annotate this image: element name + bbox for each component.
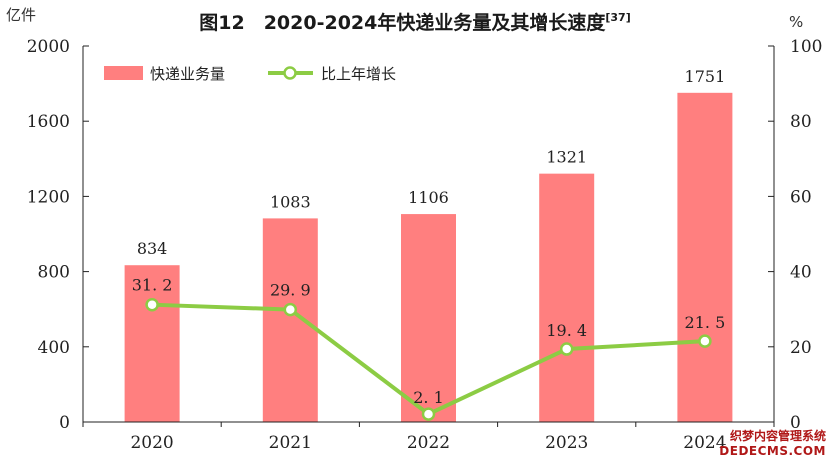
bar: [677, 92, 733, 422]
bar-value-label: 1106: [408, 188, 449, 207]
right-tick-label: 40: [790, 263, 812, 283]
x-tick-label: 2020: [130, 433, 173, 453]
right-tick-label: 100: [790, 37, 822, 57]
bar: [262, 218, 318, 422]
left-tick-label: 2000: [27, 37, 70, 57]
bar-value-label: 834: [137, 239, 168, 258]
legend-line-marker: [283, 66, 297, 80]
bar: [539, 173, 595, 422]
left-tick-label: 1600: [27, 112, 70, 132]
legend: 快递业务量 比上年增长: [104, 65, 396, 83]
legend-bar-label: 快递业务量: [150, 65, 225, 83]
left-axis-unit: 亿件: [6, 6, 36, 24]
bar-value-label: 1083: [270, 192, 311, 211]
legend-line-label: 比上年增长: [321, 65, 396, 83]
left-tick-label: 0: [59, 413, 70, 433]
chart-title-note: [37]: [605, 11, 630, 24]
right-tick-label: 60: [790, 187, 812, 207]
growth-value-label: 31. 2: [132, 276, 173, 295]
growth-point: [559, 342, 574, 356]
growth-point: [283, 302, 298, 317]
x-tick-label: 2021: [269, 433, 312, 453]
plot-area: 834 1083 1106 1321 1751 0 400 800 1200 1600 2000 0 2…: [27, 37, 823, 453]
bar-value-label: 1321: [546, 148, 587, 167]
watermark: 织梦内容管理系统 DEDECMS.COM: [719, 429, 826, 459]
bar: [401, 214, 456, 422]
x-tick-label: 2022: [407, 433, 450, 453]
watermark-line1: 织梦内容管理系统: [729, 429, 826, 443]
growth-value-label: 19. 4: [546, 321, 587, 340]
right-tick-label: 80: [790, 112, 812, 132]
bar-value-label: 1751: [685, 67, 726, 86]
right-tick-label: 0: [790, 413, 801, 433]
left-tick-label: 400: [38, 338, 70, 358]
left-tick-label: 1200: [27, 187, 70, 207]
growth-value-label: 21. 5: [685, 313, 726, 332]
growth-point: [698, 334, 712, 348]
growth-point: [421, 407, 436, 421]
growth-value-label: 2. 1: [413, 388, 444, 407]
bar: [124, 265, 180, 422]
left-tick-label: 800: [38, 263, 70, 283]
chart-title: 图12 2020-2024年快递业务量及其增长速度[37]: [199, 11, 630, 34]
growth-value-label: 29. 9: [270, 281, 311, 300]
chart-title-text: 图12 2020-2024年快递业务量及其增长速度: [199, 11, 606, 34]
right-axis-unit: %: [789, 13, 803, 31]
legend-bar-swatch: [104, 66, 143, 80]
watermark-line2: DEDECMS.COM: [719, 444, 826, 458]
growth-point: [145, 297, 159, 312]
right-tick-label: 20: [790, 338, 812, 358]
x-tick-label: 2024: [683, 433, 726, 453]
x-tick-label: 2023: [545, 433, 588, 453]
